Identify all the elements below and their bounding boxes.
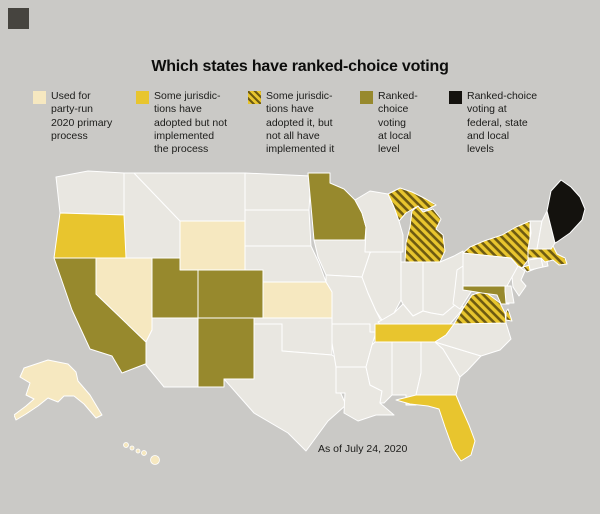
us-map — [14, 170, 586, 465]
legend-swatch-adopted_partial — [248, 91, 261, 104]
state-colorado — [197, 269, 264, 319]
state-arizona — [145, 317, 199, 388]
state-hawaii — [123, 442, 129, 448]
state-texas — [223, 323, 347, 452]
state-new-york — [462, 220, 531, 269]
legend-swatch-adopted_not_implemented — [136, 91, 149, 104]
state-delaware — [504, 285, 515, 304]
legend-item-label: Some jurisdic- tions have adopted but no… — [154, 90, 227, 156]
page-title: Which states have ranked-choice voting — [151, 57, 449, 75]
state-maine — [546, 179, 586, 244]
state-hawaii — [135, 448, 141, 454]
state-michigan — [404, 205, 446, 263]
legend-item-adopted_partial: Some jurisdic- tions have adopted it, bu… — [248, 90, 357, 157]
legend-item-label: Used for party-run 2020 primary process — [51, 90, 113, 142]
state-new-mexico — [197, 317, 255, 388]
state-south-dakota — [244, 209, 312, 247]
state-north-carolina — [434, 322, 512, 357]
legend-item-primary: Used for party-run 2020 primary process — [33, 90, 133, 143]
state-michigan — [387, 187, 437, 222]
state-washington — [55, 170, 127, 216]
state-virginia — [505, 308, 513, 322]
legend-item-label: Ranked-choice voting at federal, state a… — [467, 90, 538, 156]
state-wisconsin — [354, 190, 404, 253]
state-florida — [395, 394, 476, 462]
state-oregon — [53, 212, 127, 259]
legend-item-local: Ranked- choice voting at local level — [360, 90, 446, 157]
state-north-dakota — [244, 172, 312, 211]
legend: Used for party-run 2020 primary process S… — [33, 90, 570, 157]
state-connecticut — [527, 257, 544, 271]
state-new-hampshire — [536, 210, 556, 250]
state-hawaii — [129, 445, 135, 451]
legend-swatch-primary — [33, 91, 46, 104]
legend-item-adopted_not_implemented: Some jurisdic- tions have adopted but no… — [136, 90, 245, 157]
state-new-jersey — [511, 265, 527, 297]
legend-swatch-local — [360, 91, 373, 104]
state-vermont — [527, 220, 543, 250]
state-hawaii — [141, 450, 147, 456]
legend-item-label: Some jurisdic- tions have adopted it, bu… — [266, 90, 335, 156]
state-wyoming — [179, 220, 246, 271]
state-hawaii — [150, 455, 160, 465]
logo-mark — [8, 8, 29, 29]
map-note: As of July 24, 2020 — [318, 443, 408, 455]
state-massachusetts — [527, 245, 568, 266]
state-kansas — [262, 281, 333, 319]
state-kentucky — [377, 303, 465, 325]
state-alaska — [14, 359, 103, 421]
legend-item-federal_state_local: Ranked-choice voting at federal, state a… — [449, 90, 567, 157]
legend-swatch-federal_state_local — [449, 91, 462, 104]
state-minnesota — [307, 172, 367, 241]
legend-item-label: Ranked- choice voting at local level — [378, 90, 418, 156]
